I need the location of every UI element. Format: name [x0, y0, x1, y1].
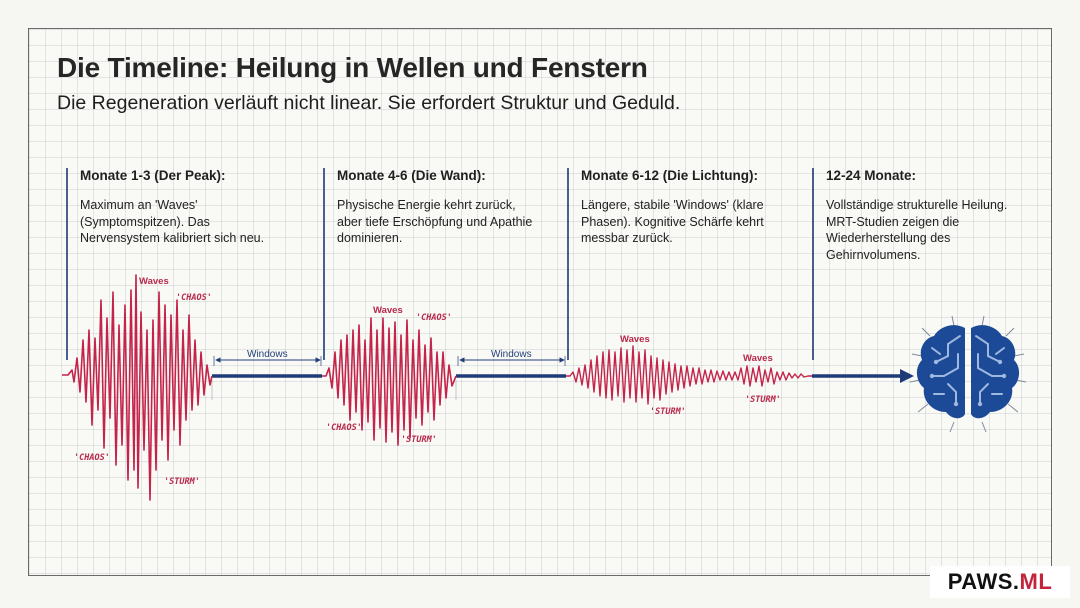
- wave-phase-2: [322, 317, 457, 446]
- chaos-label-3: 'CHAOS': [416, 313, 452, 323]
- windows-label-2: Windows: [491, 349, 532, 360]
- windows-label-1: Windows: [247, 349, 288, 360]
- phase-1-text: Maximum an 'Waves' (Symptomspitzen). Das…: [80, 198, 265, 245]
- waves-label-1: Waves: [139, 276, 169, 287]
- arrow-right-icon: [900, 369, 914, 383]
- phase-3-heading: Monate 6-12 (Die Lichtung):: [581, 168, 759, 183]
- phase-2-heading: Monate 4-6 (Die Wand):: [337, 168, 486, 183]
- logo-main-text: PAWS.: [947, 569, 1020, 594]
- wave-phase-3: [566, 345, 812, 405]
- sturm-label-4: 'STURM': [745, 395, 781, 405]
- waves-label-4: Waves: [743, 353, 773, 364]
- phase-1-heading: Monate 1-3 (Der Peak):: [80, 168, 226, 183]
- brain-icon: [909, 315, 1027, 433]
- phase-4-text: Vollständige strukturelle Heilung. MRT-S…: [826, 198, 1008, 262]
- sturm-label-3: 'STURM': [650, 407, 686, 417]
- page-subtitle: Die Regeneration verläuft nicht linear. …: [57, 92, 681, 114]
- phase-2-text: Physische Energie kehrt zurück, aber tie…: [337, 198, 533, 245]
- sturm-label-2: 'STURM': [401, 435, 437, 445]
- phase-4-heading: 12-24 Monate:: [826, 168, 917, 183]
- page-title: Die Timeline: Heilung in Wellen und Fens…: [57, 52, 648, 83]
- chaos-label-4: 'CHAOS': [326, 423, 362, 433]
- chaos-label-1: 'CHAOS': [176, 293, 212, 303]
- logo-accent-text: ML: [1019, 569, 1053, 594]
- paws-ml-logo[interactable]: PAWS. ML: [930, 566, 1070, 598]
- waves-label-3: Waves: [620, 334, 650, 345]
- grid-panel: [28, 28, 1052, 576]
- waves-label-2: Waves: [373, 305, 403, 316]
- phase-3-text: Längere, stabile 'Windows' (klare Phasen…: [581, 198, 764, 245]
- sturm-label-1: 'STURM': [164, 477, 200, 487]
- chaos-label-2: 'CHAOS': [74, 453, 110, 463]
- wave-phase-1: [62, 274, 213, 501]
